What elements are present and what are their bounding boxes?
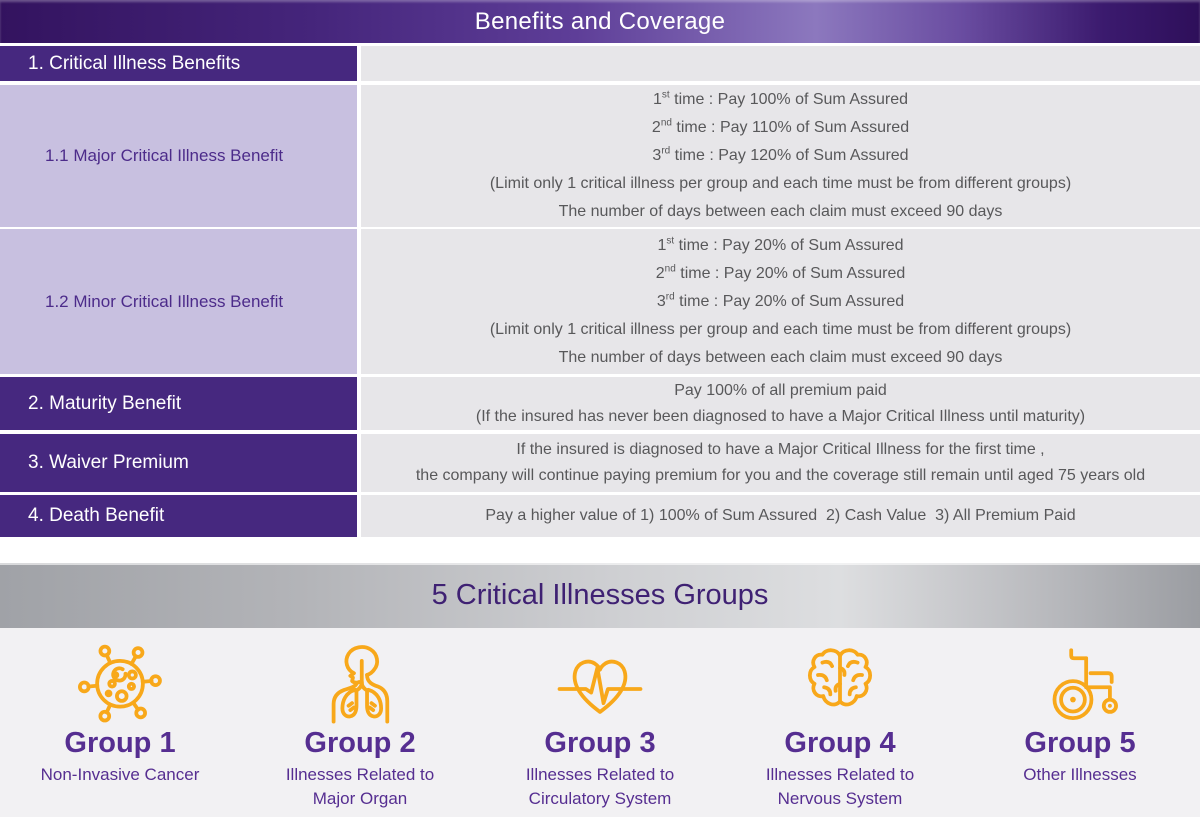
row-content: If the insured is diagnosed to have a Ma…: [361, 434, 1200, 492]
row-label: 1.1 Major Critical Illness Benefit: [0, 85, 357, 227]
benefit-line: The number of days between each claim mu…: [558, 348, 1003, 366]
benefit-line: If the insured is diagnosed to have a Ma…: [516, 441, 1045, 458]
benefit-line: Pay a higher value of 1) 100% of Sum Ass…: [485, 507, 1076, 524]
group-card-2: Group 2 Illnesses Related to Major Organ: [240, 628, 480, 817]
body-major-organ-icon: [316, 638, 404, 726]
groups-title: 5 Critical Illnesses Groups: [431, 579, 769, 611]
row-label: 1.2 Minor Critical Illness Benefit: [0, 229, 357, 374]
row-content: [361, 46, 1200, 81]
benefit-line: (Limit only 1 critical illness per group…: [489, 175, 1072, 192]
benefit-line: 3rd time : Pay 20% of Sum Assured: [656, 291, 905, 310]
group-description: Other Illnesses: [1023, 765, 1137, 784]
row-content: 1st time : Pay 20% of Sum Assured 2nd ti…: [361, 229, 1200, 374]
row-content: Pay a higher value of 1) 100% of Sum Ass…: [361, 495, 1200, 537]
group-description: Non-Invasive Cancer: [40, 765, 200, 784]
group-name: Group 2: [304, 727, 416, 759]
group-description: Illnesses Related to Circulatory System: [525, 765, 675, 808]
group-name: Group 5: [1024, 727, 1136, 759]
row-label: 1. Critical Illness Benefits: [0, 46, 357, 81]
page-title: Benefits and Coverage: [474, 7, 726, 35]
benefit-line: (Limit only 1 critical illness per group…: [489, 320, 1072, 338]
title-bar: Benefits and Coverage: [0, 0, 1200, 43]
group-card-1: Group 1 Non-Invasive Cancer: [0, 628, 240, 817]
groups-section: Group 1 Non-Invasive Cancer: [0, 628, 1200, 817]
table-row-major-critical-illness: 1.1 Major Critical Illness Benefit 1st t…: [0, 85, 1200, 227]
benefit-line: 3rd time : Pay 120% of Sum Assured: [652, 145, 909, 164]
row-content: 1st time : Pay 100% of Sum Assured 2nd t…: [361, 85, 1200, 227]
group-name: Group 3: [544, 727, 656, 759]
group-description: Illnesses Related to Major Organ: [285, 765, 435, 808]
cancer-cell-icon: [76, 638, 164, 726]
table-row-maturity-benefit: 2. Maturity Benefit Pay 100% of all prem…: [0, 377, 1200, 430]
row-label: 2. Maturity Benefit: [0, 377, 357, 430]
benefit-line: the company will continue paying premium…: [415, 467, 1146, 484]
group-name: Group 4: [784, 727, 896, 759]
group-card-5: Group 5 Other Illnesses: [960, 628, 1200, 817]
benefit-line: Pay 100% of all premium paid: [674, 381, 887, 399]
row-content: Pay 100% of all premium paid (If the ins…: [361, 377, 1200, 430]
brain-icon: [796, 638, 884, 726]
group-name: Group 1: [64, 727, 176, 759]
benefit-line: (If the insured has never been diagnosed…: [475, 407, 1086, 425]
row-label: 4. Death Benefit: [0, 495, 357, 537]
benefit-line: 2nd time : Pay 20% of Sum Assured: [655, 263, 906, 282]
table-row-death-benefit: 4. Death Benefit Pay a higher value of 1…: [0, 495, 1200, 537]
row-label: 3. Waiver Premium: [0, 434, 357, 492]
benefits-table: 1. Critical Illness Benefits 1.1 Major C…: [0, 46, 1200, 537]
benefit-line: 1st time : Pay 20% of Sum Assured: [657, 235, 904, 254]
group-card-4: Group 4 Illnesses Related to Nervous Sys…: [720, 628, 960, 817]
groups-band: 5 Critical Illnesses Groups: [0, 563, 1200, 628]
benefit-line: 1st time : Pay 100% of Sum Assured: [652, 89, 909, 108]
heart-pulse-icon: [556, 638, 644, 726]
benefit-line: 2nd time : Pay 110% of Sum Assured: [651, 117, 910, 136]
wheelchair-icon: [1036, 638, 1124, 726]
group-card-3: Group 3 Illnesses Related to Circulatory…: [480, 628, 720, 817]
section-divider: [0, 537, 1200, 563]
benefit-line: The number of days between each claim mu…: [558, 203, 1003, 220]
group-description: Illnesses Related to Nervous System: [765, 765, 915, 808]
table-row-critical-illness-benefits: 1. Critical Illness Benefits: [0, 46, 1200, 81]
table-row-waiver-premium: 3. Waiver Premium If the insured is diag…: [0, 434, 1200, 492]
table-row-minor-critical-illness: 1.2 Minor Critical Illness Benefit 1st t…: [0, 229, 1200, 374]
